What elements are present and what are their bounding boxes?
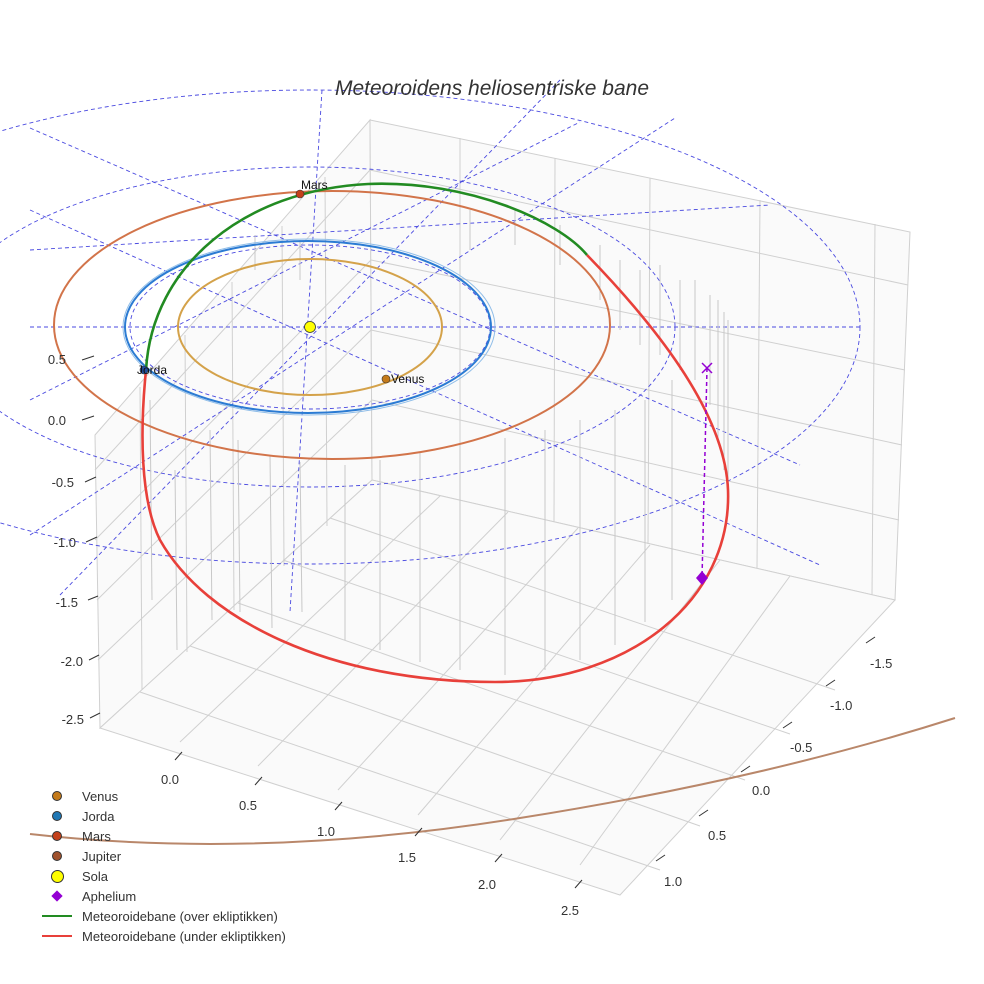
legend-label: Mars — [82, 828, 111, 844]
legend-symbol — [51, 890, 63, 902]
jorda-orbit — [124, 240, 492, 414]
venus-point — [381, 374, 391, 384]
aphelion-projection-marker — [701, 362, 713, 374]
z-axis: 0.5 0.0 -0.5 -1.0 -1.5 -2.0 -2.5 — [48, 352, 101, 727]
legend-item-trajectory-below[interactable]: Meteoroidebane (under ekliptikken) — [40, 926, 286, 946]
legend-item-trajectory-above[interactable]: Meteoroidebane (over ekliptikken) — [40, 906, 286, 926]
venus-label: Venus — [391, 372, 424, 386]
sola-point — [304, 321, 316, 333]
z-tick-label: -1.5 — [56, 595, 78, 610]
y-tick-label: 0.0 — [752, 783, 770, 798]
z-tick-label: 0.5 — [48, 352, 66, 367]
venus-orbit — [177, 258, 443, 396]
z-tick-label: -0.5 — [52, 475, 74, 490]
legend-label: Jupiter — [82, 848, 122, 864]
x-tick-label: 1.5 — [398, 850, 416, 865]
orbits — [29, 190, 956, 845]
x-tick-label: 2.5 — [561, 903, 579, 918]
legend-label: Sola — [82, 868, 109, 884]
z-tick-label: -1.0 — [54, 535, 76, 550]
mars-label: Mars — [301, 178, 328, 192]
y-tick-label: -1.5 — [870, 656, 892, 671]
jorda-label: Jorda — [137, 363, 167, 377]
legend-symbol — [50, 869, 64, 883]
aphelion-marker — [696, 571, 708, 585]
x-tick-label: 2.0 — [478, 877, 496, 892]
aphelion-projection — [696, 362, 713, 585]
legend-symbol — [52, 831, 62, 841]
z-tick-label: -2.5 — [62, 712, 84, 727]
legend-symbol — [52, 791, 62, 801]
x-tick-label: 1.0 — [317, 824, 335, 839]
x-tick-label: 0.5 — [239, 798, 257, 813]
legend-item-venus[interactable]: Venus — [40, 786, 286, 806]
mars-orbit — [53, 190, 611, 460]
chart-title: Meteoroidens heliosentriske bane — [335, 77, 649, 100]
mars-point — [295, 189, 305, 199]
meteoroid-trajectory — [141, 182, 730, 684]
legend-label: Venus — [82, 788, 119, 804]
drop-lines — [149, 210, 729, 675]
legend-symbol — [52, 811, 62, 821]
legend-symbol — [42, 915, 72, 917]
legend-symbol — [52, 851, 62, 861]
y-tick-label: -1.0 — [830, 698, 852, 713]
legend-item-jupiter[interactable]: Jupiter — [40, 846, 286, 866]
jorda-point — [139, 365, 149, 375]
x-tick-label: 0.0 — [161, 772, 179, 787]
legend-label: Aphelium — [82, 888, 137, 904]
y-tick-label: 0.5 — [708, 828, 726, 843]
legend-item-sola[interactable]: Sola — [40, 866, 286, 886]
y-tick-label: -0.5 — [790, 740, 812, 755]
planet-labels: Venus Jorda Mars — [137, 178, 424, 386]
legend-label: Jorda — [82, 808, 115, 824]
legend-label: Meteoroidebane (over ekliptikken) — [82, 908, 278, 924]
floor — [99, 479, 896, 896]
legend-item-aphelium[interactable]: Aphelium — [40, 886, 286, 906]
jorda-orbit-shadow — [122, 238, 496, 416]
trajectory-below-ecliptic — [141, 254, 730, 684]
y-tick-label: 1.0 — [664, 874, 682, 889]
z-tick-label: 0.0 — [48, 413, 66, 428]
x-axis: 0.0 0.5 1.0 1.5 2.0 2.5 — [161, 751, 583, 918]
legend-item-mars[interactable]: Mars — [40, 826, 286, 846]
trajectory-above-ecliptic — [144, 182, 589, 371]
y-axis: -1.5 -1.0 -0.5 0.0 0.5 1.0 — [655, 636, 892, 889]
z-tick-label: -2.0 — [61, 654, 83, 669]
legend: Venus Jorda Mars Jupiter Sola Aphelium M… — [40, 786, 286, 946]
legend-item-jorda[interactable]: Jorda — [40, 806, 286, 826]
legend-symbol — [42, 935, 72, 937]
jupiter-orbit — [29, 717, 956, 845]
planets — [139, 189, 391, 384]
legend-label: Meteoroidebane (under ekliptikken) — [82, 928, 286, 944]
